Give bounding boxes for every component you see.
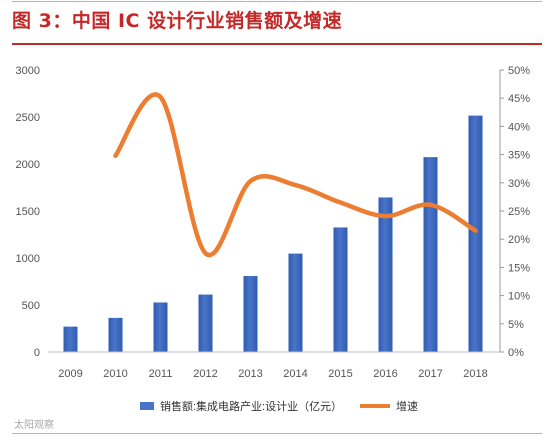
- bar: [198, 294, 213, 352]
- left-tick-label: 0: [34, 347, 40, 359]
- left-tick-label: 1000: [16, 253, 40, 265]
- left-tick-label: 500: [22, 300, 40, 312]
- legend: 销售额:集成电路产业:设计业（亿元） 增速: [140, 399, 418, 413]
- x-axis: 2009 2010 2011 2012 2013 2014 2015 2016 2017 2018: [48, 351, 500, 380]
- x-tick-label: 2009: [58, 368, 82, 380]
- title-top-rule: [12, 1, 542, 2]
- bar: [468, 115, 483, 352]
- left-tick-label: 3000: [16, 65, 40, 77]
- legend-swatch-bar: [140, 402, 154, 410]
- bar: [333, 227, 348, 352]
- right-tick-label: 40%: [508, 121, 530, 133]
- right-tick-label: 45%: [508, 93, 530, 105]
- right-tick-label: 50%: [508, 65, 530, 77]
- bar: [153, 302, 168, 352]
- line-series: [113, 92, 478, 258]
- x-tick-label: 2010: [103, 368, 127, 380]
- right-tick-label: 10%: [508, 291, 530, 303]
- bar: [423, 157, 438, 352]
- right-y-axis: 0% 5% 10% 15% 20% 25% 30% 35% 40% 45% 50%: [499, 65, 530, 359]
- x-tick-label: 2016: [373, 368, 397, 380]
- x-tick-label: 2017: [418, 368, 442, 380]
- right-tick-label: 35%: [508, 150, 530, 162]
- right-tick-label: 20%: [508, 234, 530, 246]
- right-tick-label: 5%: [508, 319, 524, 331]
- bar: [243, 276, 258, 352]
- right-tick-label: 15%: [508, 262, 530, 274]
- left-y-axis: 0 500 1000 1500 2000 2500 3000: [16, 65, 40, 359]
- bar: [63, 326, 78, 352]
- legend-label-bar: 销售额:集成电路产业:设计业（亿元）: [160, 399, 342, 413]
- bar: [108, 317, 123, 352]
- x-tick-label: 2013: [238, 368, 262, 380]
- page-title: 图 3：中国 IC 设计行业销售额及增速: [12, 10, 343, 32]
- title-underline: [12, 43, 542, 45]
- watermark: 太阳观察: [14, 420, 54, 431]
- right-tick-label: 30%: [508, 178, 530, 190]
- growth-line: [113, 92, 478, 258]
- bar: [378, 197, 393, 352]
- legend-label-line: 增速: [396, 399, 418, 413]
- right-tick-label: 25%: [508, 206, 530, 218]
- bar: [288, 253, 303, 352]
- x-tick-label: 2012: [193, 368, 217, 380]
- x-tick-label: 2018: [463, 368, 487, 380]
- x-tick-label: 2011: [149, 368, 173, 380]
- right-tick-label: 0%: [508, 347, 524, 359]
- left-tick-label: 1500: [16, 206, 40, 218]
- left-tick-label: 2500: [16, 112, 40, 124]
- left-tick-label: 2000: [16, 159, 40, 171]
- bottom-rule: [12, 433, 542, 434]
- bar-series: [63, 115, 483, 352]
- x-tick-label: 2015: [328, 368, 352, 380]
- x-tick-label: 2014: [283, 368, 307, 380]
